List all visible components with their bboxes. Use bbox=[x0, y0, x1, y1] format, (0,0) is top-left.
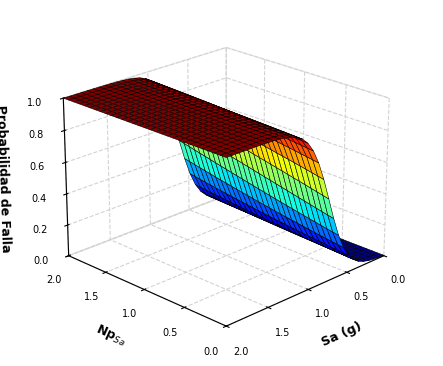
X-axis label: Sa (g): Sa (g) bbox=[319, 320, 364, 349]
Y-axis label: Np$_{Sa}$: Np$_{Sa}$ bbox=[93, 321, 129, 348]
